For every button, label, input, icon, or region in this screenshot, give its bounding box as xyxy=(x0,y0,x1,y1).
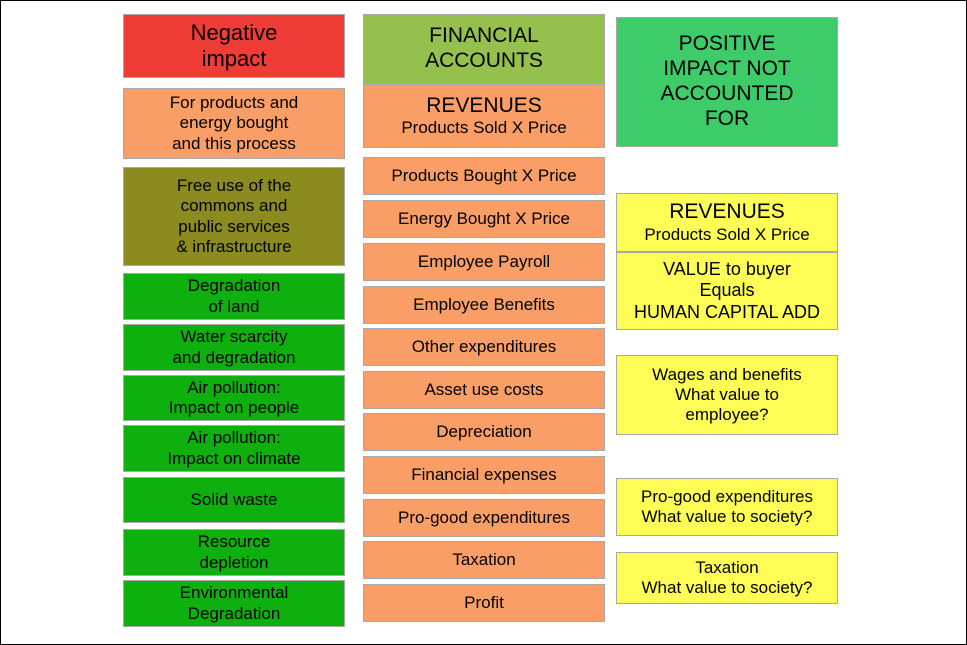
positive-impact-header: POSITIVE IMPACT NOT ACCOUNTED FOR xyxy=(616,17,838,147)
negative-box-free-use-commons: Free use of the commons and public servi… xyxy=(123,167,345,266)
financial-row-products-bought: Products Bought X Price xyxy=(363,157,605,195)
financial-row-financial-expenses: Financial expenses xyxy=(363,456,605,494)
negative-box-air-pollution-people: Air pollution: Impact on people xyxy=(123,375,345,421)
negative-box-resource-depletion: Resource depletion xyxy=(123,529,345,576)
positive-progood-box: Pro-good expenditures What value to soci… xyxy=(616,478,838,536)
financial-row-progood-expenditures: Pro-good expenditures xyxy=(363,499,605,537)
financial-row-depreciation: Depreciation xyxy=(363,413,605,451)
positive-revenues-box: REVENUES Products Sold X Price xyxy=(616,193,838,252)
financial-revenues-subtitle: Products Sold X Price xyxy=(401,118,567,138)
negative-box-air-pollution-climate: Air pollution: Impact on climate xyxy=(123,425,345,472)
negative-box-degradation-land: Degradation of land xyxy=(123,273,345,320)
financial-row-profit: Profit xyxy=(363,584,605,622)
negative-box-solid-waste: Solid waste xyxy=(123,477,345,523)
negative-box-environmental-degradation: Environmental Degradation xyxy=(123,580,345,627)
financial-accounts-header: FINANCIAL ACCOUNTS xyxy=(363,14,605,84)
financial-revenues-title: REVENUES xyxy=(426,93,542,117)
negative-impact-header: Negative impact xyxy=(123,14,345,78)
financial-row-employee-payroll: Employee Payroll xyxy=(363,243,605,281)
negative-box-water-scarcity: Water scarcity and degradation xyxy=(123,324,345,371)
financial-row-other-expenditures: Other expenditures xyxy=(363,328,605,366)
financial-row-energy-bought: Energy Bought X Price xyxy=(363,200,605,238)
positive-value-to-buyer-box: VALUE to buyer Equals HUMAN CAPITAL ADD xyxy=(616,252,838,330)
financial-row-asset-use-costs: Asset use costs xyxy=(363,371,605,409)
negative-box-products-energy: For products and energy bought and this … xyxy=(123,88,345,159)
positive-wages-benefits-box: Wages and benefits What value to employe… xyxy=(616,355,838,435)
financial-row-taxation: Taxation xyxy=(363,541,605,579)
financial-revenues-box: REVENUES Products Sold X Price xyxy=(363,84,605,148)
positive-revenues-title: REVENUES xyxy=(669,200,785,224)
positive-revenues-subtitle: Products Sold X Price xyxy=(644,224,810,244)
positive-taxation-box: Taxation What value to society? xyxy=(616,552,838,604)
financial-row-employee-benefits: Employee Benefits xyxy=(363,286,605,324)
